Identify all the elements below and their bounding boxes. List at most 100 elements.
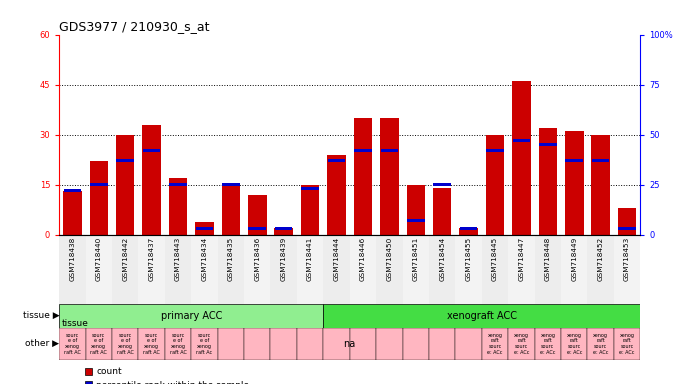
Bar bbox=[459, 228, 478, 235]
Bar bbox=[455, 235, 482, 304]
Text: sourc
e of
xenog
raft AC: sourc e of xenog raft AC bbox=[117, 333, 134, 355]
Text: GSM718441: GSM718441 bbox=[307, 237, 313, 281]
Bar bbox=[63, 192, 81, 235]
Text: xenog
raft
sourc
e: ACc: xenog raft sourc e: ACc bbox=[567, 333, 582, 355]
Text: GSM718448: GSM718448 bbox=[545, 237, 551, 281]
Bar bbox=[350, 328, 376, 360]
Bar bbox=[565, 159, 583, 162]
Text: GSM718449: GSM718449 bbox=[571, 237, 577, 281]
Text: GSM718436: GSM718436 bbox=[254, 237, 260, 281]
Bar bbox=[143, 149, 160, 152]
Bar bbox=[429, 235, 455, 304]
Text: GSM718447: GSM718447 bbox=[519, 237, 525, 281]
Text: GSM718442: GSM718442 bbox=[122, 237, 128, 281]
Bar bbox=[561, 328, 587, 360]
Text: GSM718439: GSM718439 bbox=[280, 237, 287, 281]
Text: primary ACC: primary ACC bbox=[161, 311, 222, 321]
Bar bbox=[143, 125, 161, 235]
Bar bbox=[539, 128, 557, 235]
Bar bbox=[460, 227, 477, 230]
Bar bbox=[350, 235, 376, 304]
Bar bbox=[354, 118, 372, 235]
Text: GDS3977 / 210930_s_at: GDS3977 / 210930_s_at bbox=[59, 20, 209, 33]
Text: sourc
e of
xenog
raft AC: sourc e of xenog raft AC bbox=[143, 333, 160, 355]
Text: tissue: tissue bbox=[62, 319, 89, 328]
Bar bbox=[539, 143, 557, 146]
Bar bbox=[271, 235, 297, 304]
Bar bbox=[59, 304, 324, 328]
Bar bbox=[218, 235, 244, 304]
Text: GSM718453: GSM718453 bbox=[624, 237, 630, 281]
Bar bbox=[592, 135, 610, 235]
Bar bbox=[218, 328, 244, 360]
Bar bbox=[63, 189, 81, 192]
Text: GSM718452: GSM718452 bbox=[598, 237, 603, 281]
Text: GSM718446: GSM718446 bbox=[360, 237, 366, 281]
Bar bbox=[112, 235, 139, 304]
Bar bbox=[487, 149, 504, 152]
Bar bbox=[324, 235, 350, 304]
Bar bbox=[565, 131, 583, 235]
Text: GSM718450: GSM718450 bbox=[386, 237, 393, 281]
Text: GSM718438: GSM718438 bbox=[70, 237, 75, 281]
Text: xenog
raft
sourc
e: ACc: xenog raft sourc e: ACc bbox=[487, 333, 503, 355]
Bar bbox=[301, 187, 319, 190]
Bar bbox=[407, 219, 425, 222]
Text: GSM718454: GSM718454 bbox=[439, 237, 445, 281]
Text: xenog
raft
sourc
e: ACc: xenog raft sourc e: ACc bbox=[514, 333, 529, 355]
Text: tissue ▶: tissue ▶ bbox=[22, 311, 59, 320]
Bar bbox=[59, 328, 86, 360]
Text: GSM718455: GSM718455 bbox=[466, 237, 472, 281]
Text: GSM718443: GSM718443 bbox=[175, 237, 181, 281]
Legend: count, percentile rank within the sample: count, percentile rank within the sample bbox=[81, 364, 253, 384]
Bar bbox=[275, 227, 292, 230]
Bar bbox=[618, 227, 636, 230]
Text: GSM718445: GSM718445 bbox=[492, 237, 498, 281]
Bar bbox=[614, 328, 640, 360]
Bar bbox=[376, 328, 402, 360]
Text: xenog
raft
sourc
e: ACc: xenog raft sourc e: ACc bbox=[619, 333, 635, 355]
Bar bbox=[587, 328, 614, 360]
Bar bbox=[354, 149, 372, 152]
Bar bbox=[196, 227, 213, 230]
Bar bbox=[195, 222, 214, 235]
Bar bbox=[618, 208, 636, 235]
Bar bbox=[614, 235, 640, 304]
Bar bbox=[297, 235, 324, 304]
Bar bbox=[592, 159, 610, 162]
Text: other ▶: other ▶ bbox=[25, 339, 59, 348]
Bar bbox=[508, 328, 535, 360]
Bar bbox=[508, 235, 535, 304]
Bar bbox=[244, 328, 271, 360]
Text: GSM718444: GSM718444 bbox=[333, 237, 340, 281]
Bar bbox=[191, 235, 218, 304]
Text: GSM718451: GSM718451 bbox=[413, 237, 419, 281]
Bar bbox=[90, 183, 108, 186]
Bar bbox=[433, 188, 452, 235]
Bar bbox=[59, 235, 86, 304]
Bar bbox=[221, 185, 240, 235]
Bar bbox=[328, 159, 345, 162]
Bar bbox=[139, 235, 165, 304]
Bar bbox=[587, 235, 614, 304]
Bar bbox=[90, 161, 108, 235]
Bar bbox=[513, 139, 530, 142]
Bar bbox=[535, 328, 561, 360]
Bar bbox=[381, 149, 398, 152]
Bar bbox=[169, 183, 187, 186]
Bar bbox=[324, 304, 640, 328]
Bar bbox=[244, 235, 271, 304]
Bar bbox=[222, 183, 239, 186]
Text: sourc
e of
xenog
raft Ac: sourc e of xenog raft Ac bbox=[196, 333, 212, 355]
Text: sourc
e of
xenog
raft AC: sourc e of xenog raft AC bbox=[64, 333, 81, 355]
Bar bbox=[297, 328, 324, 360]
Text: sourc
e of
xenog
raft AC: sourc e of xenog raft AC bbox=[90, 333, 107, 355]
Bar bbox=[139, 328, 165, 360]
Bar bbox=[165, 235, 191, 304]
Bar bbox=[512, 81, 530, 235]
Bar bbox=[116, 135, 134, 235]
Text: xenog
raft
sourc
e: ACc: xenog raft sourc e: ACc bbox=[593, 333, 608, 355]
Bar bbox=[561, 235, 587, 304]
Bar bbox=[248, 227, 266, 230]
Bar bbox=[406, 185, 425, 235]
